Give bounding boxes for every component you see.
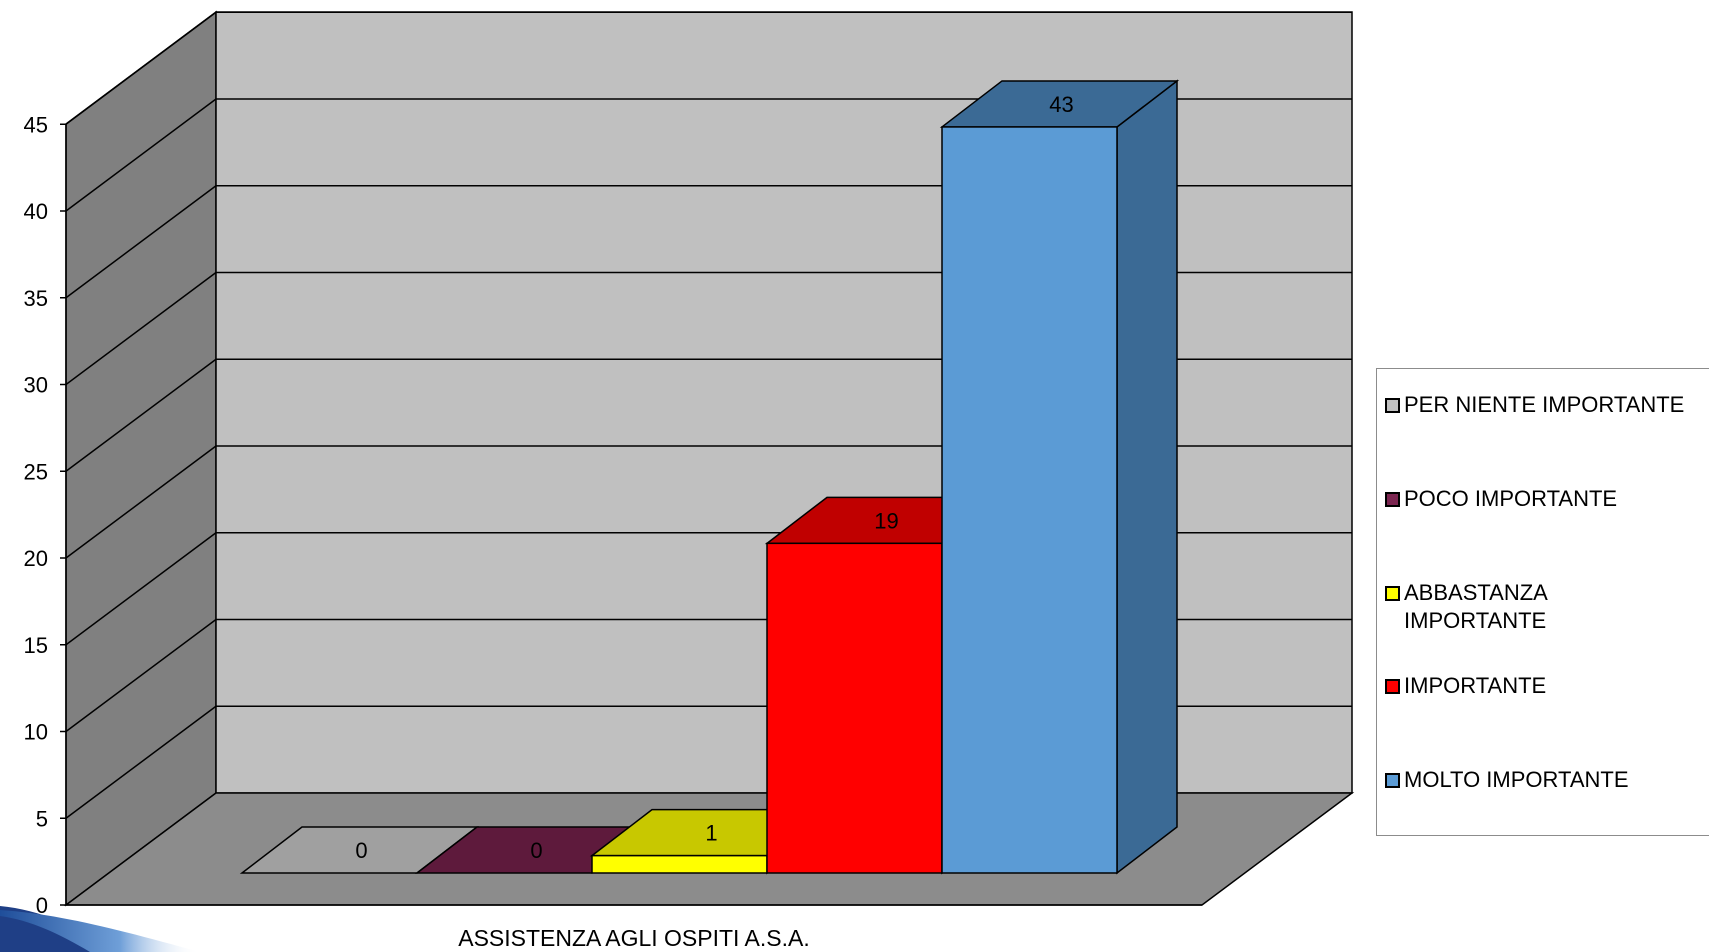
bar-front-face bbox=[766, 542, 943, 874]
y-tick-label: 40 bbox=[24, 199, 48, 224]
corner-swoosh-decoration bbox=[0, 906, 200, 952]
y-tick-label: 0 bbox=[36, 893, 48, 918]
data-label: 0 bbox=[355, 838, 367, 863]
gridline-side bbox=[65, 705, 217, 819]
legend-item-abbastanza: ABBASTANZA IMPORTANTE bbox=[1385, 579, 1548, 635]
y-tick-label: 15 bbox=[24, 633, 48, 658]
gridline-side bbox=[65, 618, 217, 733]
legend-label: IMPORTANTE bbox=[1404, 673, 1547, 698]
y-tick-label: 20 bbox=[24, 546, 48, 571]
data-labels: 0 0 1 19 43 bbox=[355, 92, 1073, 863]
legend-swatch bbox=[1385, 586, 1400, 601]
bar-front-face bbox=[941, 126, 1118, 874]
data-label: 1 bbox=[705, 821, 717, 846]
bars bbox=[239, 79, 1180, 875]
y-tick-label: 10 bbox=[24, 720, 48, 745]
y-tick-label: 5 bbox=[36, 806, 48, 831]
y-axis-ticks: 0 5 10 15 20 25 30 35 40 45 bbox=[24, 112, 66, 918]
legend-item-importante: IMPORTANTE bbox=[1385, 672, 1546, 700]
gridline-side bbox=[65, 11, 217, 125]
legend-swatch bbox=[1385, 773, 1400, 788]
legend-label: ABBASTANZA IMPORTANTE bbox=[1404, 580, 1548, 633]
legend-item-molto: MOLTO IMPORTANTE bbox=[1385, 766, 1629, 794]
legend-swatch bbox=[1385, 398, 1400, 413]
gridline-side bbox=[65, 445, 217, 559]
bar-4 bbox=[939, 79, 1180, 875]
legend-item-per-niente: PER NIENTE IMPORTANTE bbox=[1385, 391, 1684, 419]
y-tick-label: 30 bbox=[24, 373, 48, 398]
bar-front-face bbox=[591, 854, 768, 874]
y-tick-label: 35 bbox=[24, 286, 48, 311]
side-wall bbox=[65, 10, 217, 907]
legend-item-poco: POCO IMPORTANTE bbox=[1385, 485, 1617, 513]
legend-label: PER NIENTE IMPORTANTE bbox=[1404, 392, 1685, 417]
legend-label: MOLTO IMPORTANTE bbox=[1404, 767, 1629, 792]
legend: PER NIENTE IMPORTANTE POCO IMPORTANTE AB… bbox=[1376, 368, 1709, 836]
legend-swatch bbox=[1385, 679, 1400, 694]
gridline-side bbox=[65, 532, 217, 646]
data-label: 43 bbox=[1049, 92, 1073, 117]
data-label: 0 bbox=[530, 838, 542, 863]
bar-side-face bbox=[1116, 79, 1178, 875]
gridline-side bbox=[65, 358, 217, 472]
legend-label: POCO IMPORTANTE bbox=[1404, 486, 1618, 511]
gridline-side bbox=[65, 271, 217, 386]
category-label: ASSISTENZA AGLI OSPITI A.S.A. bbox=[458, 925, 810, 951]
gridline-side bbox=[65, 185, 217, 299]
data-label: 19 bbox=[874, 508, 898, 533]
y-tick-label: 45 bbox=[24, 112, 48, 137]
legend-swatch bbox=[1385, 492, 1400, 507]
gridline-side bbox=[65, 98, 217, 212]
y-tick-label: 25 bbox=[24, 459, 48, 484]
